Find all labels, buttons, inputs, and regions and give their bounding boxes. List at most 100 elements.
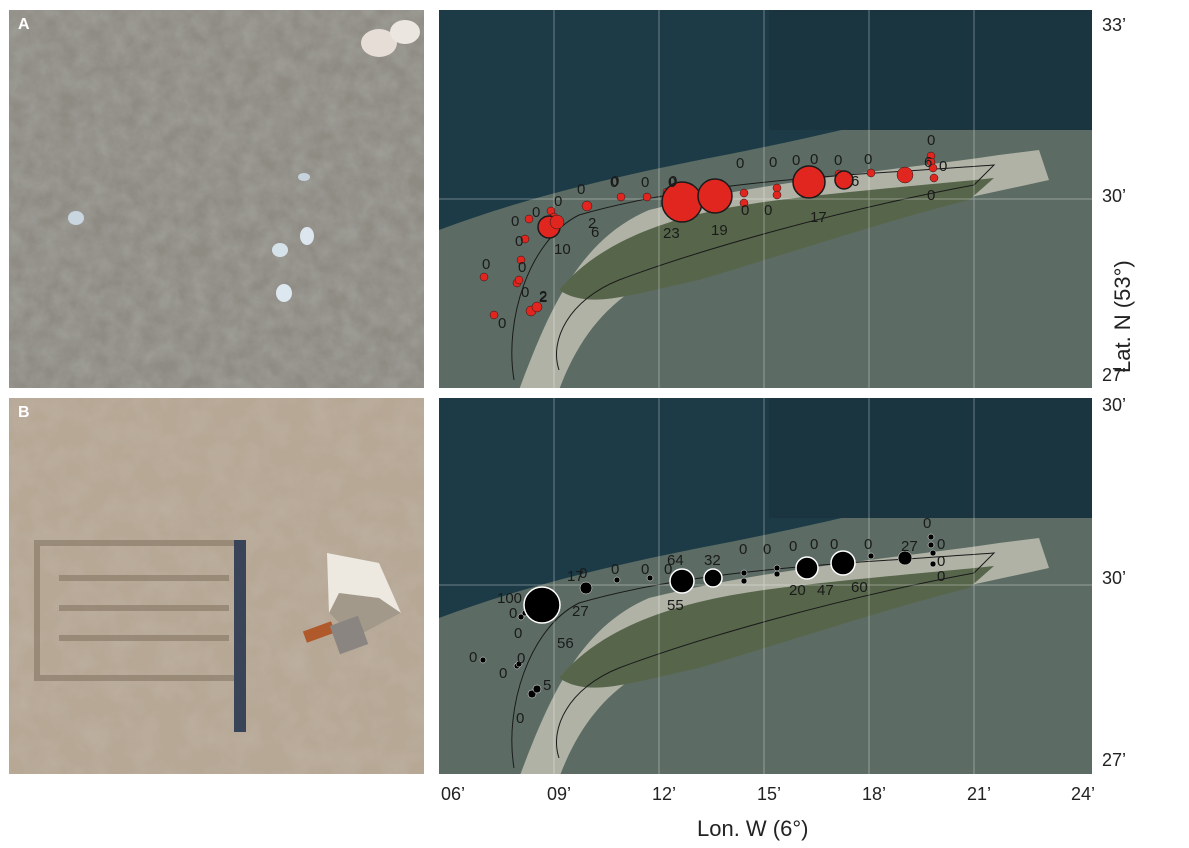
sampling-photo-b-image — [9, 398, 424, 774]
sample-count-label: 17 — [567, 568, 584, 585]
sample-marker — [549, 214, 565, 230]
sample-count-label: 0 — [864, 536, 872, 553]
y-tick-label: 30’ — [1102, 186, 1127, 206]
sample-count-label: 0 — [511, 213, 519, 230]
x-tick-label: 21’ — [967, 784, 992, 804]
x-tick-label: 18’ — [862, 784, 887, 804]
sample-marker — [830, 550, 856, 576]
sample-count-label: 0 — [498, 315, 506, 332]
trowel — [302, 615, 369, 655]
sampling-photo-b: B — [9, 398, 424, 774]
sample-count-label: 0 — [834, 152, 842, 169]
sample-count-label: 0 — [769, 154, 777, 171]
sample-count-label: 0 — [810, 151, 818, 168]
sample-count-label: 55 — [667, 597, 684, 614]
sample-count-label: 0 — [739, 541, 747, 558]
sample-marker — [834, 170, 854, 190]
sample-marker — [929, 173, 939, 183]
sample-count-label: 0 — [669, 173, 677, 190]
sample-marker — [479, 656, 487, 664]
sample-count-label: 2 — [539, 289, 547, 306]
x-axis-title: Lon. W (6°) — [697, 816, 809, 841]
sample-count-label: 23 — [663, 225, 680, 242]
ruler — [234, 540, 246, 732]
y-tick-label: 30’ — [1102, 568, 1127, 588]
sample-count-label: 32 — [704, 552, 721, 569]
x-tick-label: 09’ — [547, 784, 572, 804]
x-tick-label: 12’ — [652, 784, 677, 804]
sample-count-label: 19 — [711, 222, 728, 239]
sample-count-label: 20 — [789, 582, 806, 599]
sediment-photo-a: A — [9, 10, 424, 388]
sample-count-label: 0 — [499, 665, 507, 682]
sample-count-label: 0 — [927, 132, 935, 149]
sample-marker — [531, 301, 543, 313]
sample-count-label: 0 — [741, 202, 749, 219]
gridlines — [439, 10, 1092, 388]
x-tick-label: 06’ — [441, 784, 466, 804]
sample-count-label: 0 — [579, 565, 587, 582]
sample-count-label: 2 — [588, 215, 596, 232]
sample-count-label: 0 — [554, 193, 562, 210]
sample-marker — [514, 275, 524, 285]
shell — [272, 243, 288, 257]
sample-count-label: 0 — [937, 553, 945, 570]
sample-count-label: 0 — [668, 174, 676, 191]
sample-markers-b — [479, 533, 937, 699]
sample-count-label: 0 — [514, 625, 522, 642]
sample-marker — [896, 166, 914, 184]
sample-count-label: 0 — [517, 650, 525, 667]
sample-marker — [532, 684, 542, 694]
sample-markers-a — [479, 151, 939, 320]
sample-marker — [697, 178, 733, 214]
sample-count-label: 27 — [901, 538, 918, 555]
sample-marker — [669, 568, 695, 594]
sample-marker — [515, 660, 523, 668]
sample-marker — [929, 560, 937, 568]
sample-count-label: 0 — [641, 561, 649, 578]
y-tick-label: 27’ — [1102, 750, 1127, 770]
sample-count-label: 6 — [591, 224, 599, 241]
sample-marker — [740, 577, 748, 585]
sample-marker — [927, 541, 935, 549]
sample-marker — [479, 272, 489, 282]
sample-count-label: 0 — [611, 561, 619, 578]
sample-count-label: 0 — [937, 568, 945, 585]
sample-count-label: 0 — [792, 152, 800, 169]
sample-marker — [523, 586, 561, 624]
sample-count-label: 0 — [736, 155, 744, 172]
y-axis-title: Lat. N (53°) — [1110, 260, 1135, 373]
sample-count-label: 17 — [810, 209, 827, 226]
sample-marker — [642, 192, 652, 202]
sample-marker — [739, 198, 749, 208]
sample-count-label: 0 — [532, 204, 540, 221]
panel-label-b: B — [18, 404, 30, 421]
sample-count-label: 0 — [927, 187, 935, 204]
dune-vegetation — [559, 566, 994, 688]
sample-marker — [616, 192, 626, 202]
sample-marker — [772, 190, 782, 200]
shell — [390, 20, 420, 44]
beach — [519, 150, 1049, 388]
sample-count-label: 0 — [516, 710, 524, 727]
panel-label-a: A — [18, 16, 30, 33]
sample-marker — [867, 552, 875, 560]
sample-marker — [927, 533, 935, 541]
sample-count-label: 0 — [611, 173, 619, 190]
y-tick-label: 33’ — [1102, 15, 1127, 35]
shell — [361, 29, 397, 57]
sample-count-label: 100 — [497, 590, 522, 607]
sample-count-label: 0 — [789, 538, 797, 555]
y-tick-label: 27’ — [1102, 365, 1127, 385]
sample-marker — [866, 168, 876, 178]
sample-count-label: 0 — [937, 536, 945, 553]
shell — [276, 284, 292, 302]
sample-count-label: 10 — [554, 241, 571, 258]
sample-count-label: 0 — [482, 256, 490, 273]
sample-count-label: 0 — [521, 284, 529, 301]
shell — [300, 227, 314, 245]
